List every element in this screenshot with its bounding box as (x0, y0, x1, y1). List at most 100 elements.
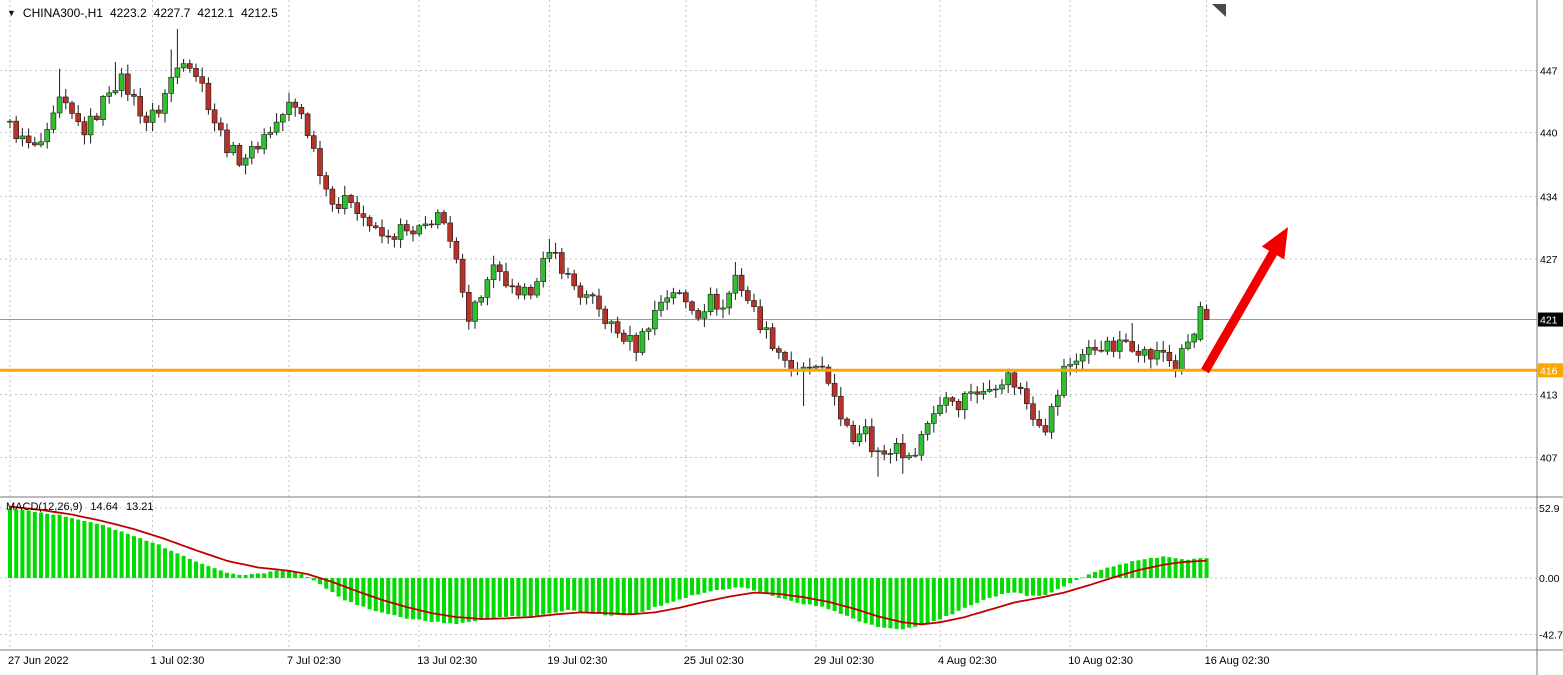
candle (410, 230, 416, 235)
candle (193, 68, 199, 77)
candle (465, 291, 472, 322)
candle (428, 223, 435, 226)
candle (875, 450, 881, 453)
macd-bar (367, 578, 372, 610)
macd-bar (745, 578, 750, 589)
candle (986, 389, 993, 392)
macd-bar (132, 536, 136, 579)
candle (125, 73, 131, 95)
candle (1185, 341, 1191, 349)
macd-bar (776, 578, 781, 599)
macd-bar (1055, 578, 1060, 590)
candle (1154, 349, 1160, 360)
candle (1117, 339, 1123, 352)
candle (478, 297, 485, 303)
candle (379, 227, 385, 237)
candle (1203, 309, 1210, 320)
candle (7, 120, 13, 123)
candle (69, 102, 75, 114)
candle (999, 384, 1005, 390)
macd-bar (318, 578, 322, 585)
macd-bar (497, 578, 502, 618)
candle (13, 120, 19, 140)
candle (56, 96, 63, 114)
macd-bar (851, 578, 856, 619)
candle (286, 101, 292, 115)
bid-price-badge: 421 (1538, 312, 1563, 327)
macd-bar (888, 578, 893, 629)
candle (968, 391, 974, 394)
macd-bar (993, 578, 998, 597)
candle (273, 121, 280, 133)
candle (577, 285, 584, 298)
symbol-marker-icon: ▼ (7, 8, 16, 18)
candle (484, 279, 491, 298)
macd-bar (423, 578, 428, 621)
candle (143, 115, 150, 123)
macd-bar (894, 578, 899, 629)
candle (707, 293, 714, 313)
chart-shift-marker-icon[interactable] (1212, 4, 1226, 17)
time-tick-label: 16 Aug 02:30 (1205, 655, 1270, 667)
candle (596, 295, 602, 310)
macd-bar (1105, 567, 1110, 579)
candle (1017, 386, 1024, 389)
macd-bar (1068, 578, 1073, 584)
macd-bar (801, 578, 806, 605)
candle (992, 388, 999, 391)
macd-bar (138, 538, 143, 579)
macd-bar (1155, 557, 1159, 579)
macd-bar (807, 578, 812, 605)
macd-bar (1192, 558, 1197, 579)
candle (1024, 388, 1030, 405)
candle (552, 252, 559, 254)
macd-bar (1006, 578, 1011, 593)
price-axis[interactable]: 447 440 434 427 413 407 52.9 0.00 -42.7 (1539, 66, 1563, 642)
macd-bar (907, 578, 911, 628)
macd-bar (336, 578, 341, 597)
chart-ohlc-header: ▼ CHINA300-,H1 4223.2 4227.7 4212.1 4212… (7, 6, 278, 20)
candle (94, 115, 100, 120)
candle (1129, 341, 1135, 352)
macd-bar (969, 578, 973, 606)
candle (156, 109, 162, 114)
macd-bar (584, 578, 589, 613)
macd-bar (311, 578, 316, 581)
macd-bar (373, 578, 378, 612)
candle (25, 135, 32, 144)
macd-bar (504, 578, 508, 617)
candle (565, 273, 571, 275)
candle (788, 360, 795, 370)
candle (893, 443, 900, 454)
candle (924, 423, 931, 435)
macd-bar (857, 578, 862, 622)
macd-bar (342, 578, 347, 601)
candle (348, 195, 354, 203)
macd-bar (938, 578, 942, 620)
candle (1179, 348, 1185, 370)
macd-bar (764, 578, 769, 594)
macd-bar (194, 561, 198, 579)
macd-bar (1024, 578, 1029, 596)
candle (738, 274, 745, 291)
macd-bar (175, 553, 180, 579)
macd-bar (1198, 558, 1203, 579)
candle (713, 293, 720, 310)
macd-bar (404, 578, 409, 619)
macd-bar (931, 578, 936, 622)
candle (323, 175, 330, 190)
candle (100, 96, 106, 120)
trend-arrow[interactable] (1201, 227, 1288, 374)
candle (540, 258, 547, 282)
macd-bar (962, 578, 967, 608)
macd-signal-value: 13.21 (125, 501, 154, 513)
candle (1067, 364, 1073, 367)
macd-histogram (8, 508, 1209, 630)
macd-bar (212, 568, 217, 579)
candle (137, 96, 143, 117)
time-axis[interactable]: 27 Jun 2022 1 Jul 02:30 7 Jul 02:30 13 Jul … (8, 655, 1269, 667)
candle (1098, 349, 1104, 352)
quote-high: 4227.7 (153, 6, 191, 20)
candle (106, 92, 112, 97)
